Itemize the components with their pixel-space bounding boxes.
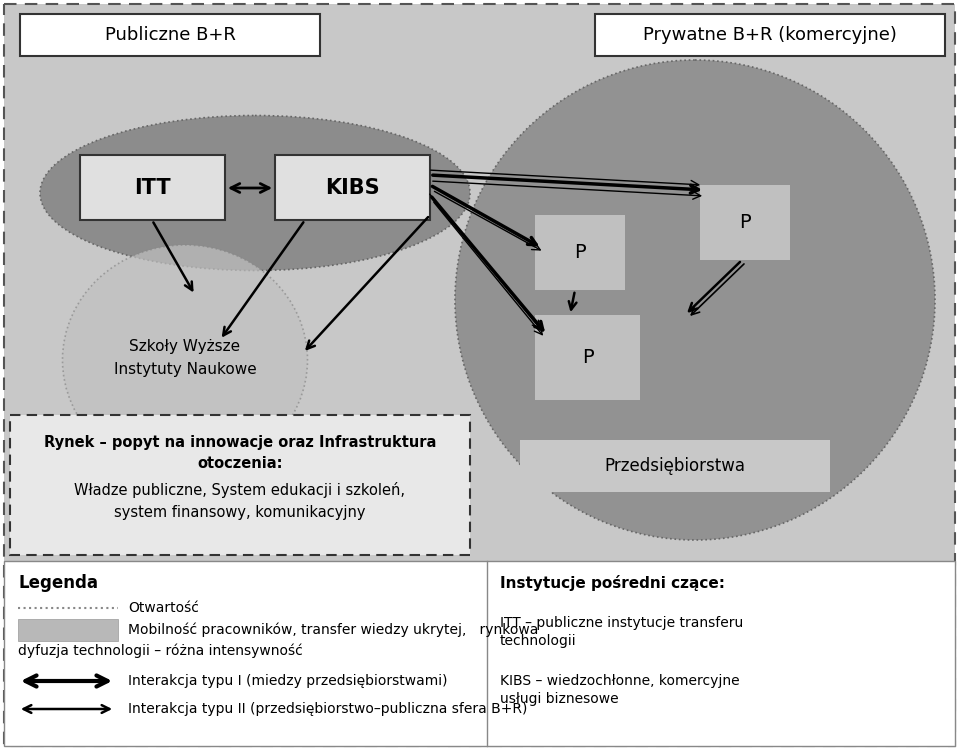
FancyBboxPatch shape bbox=[535, 315, 640, 400]
Text: Władze publiczne, System edukacji i szkoleń,: Władze publiczne, System edukacji i szko… bbox=[75, 482, 406, 498]
FancyBboxPatch shape bbox=[520, 440, 830, 492]
Circle shape bbox=[455, 60, 935, 540]
Text: Interakcja typu II (przedsiębiorstwo–publiczna sfera B+R): Interakcja typu II (przedsiębiorstwo–pub… bbox=[128, 702, 527, 716]
Text: usługi biznesowe: usługi biznesowe bbox=[500, 692, 619, 706]
Text: P: P bbox=[582, 348, 594, 367]
Text: Mobilność pracowników, transfer wiedzy ukrytej,   rynkowa: Mobilność pracowników, transfer wiedzy u… bbox=[128, 622, 538, 638]
Text: Rynek – popyt na innowacje oraz Infrastruktura: Rynek – popyt na innowacje oraz Infrastr… bbox=[44, 436, 436, 451]
FancyBboxPatch shape bbox=[535, 215, 625, 290]
Ellipse shape bbox=[62, 245, 308, 475]
FancyBboxPatch shape bbox=[275, 155, 430, 220]
FancyBboxPatch shape bbox=[700, 185, 790, 260]
FancyBboxPatch shape bbox=[80, 155, 225, 220]
Text: technologii: technologii bbox=[500, 634, 576, 648]
Text: Instytucje pośredni czące:: Instytucje pośredni czące: bbox=[500, 575, 725, 591]
Text: otoczenia:: otoczenia: bbox=[198, 455, 283, 470]
FancyBboxPatch shape bbox=[20, 14, 320, 56]
Text: KIBS – wiedzochłonne, komercyjne: KIBS – wiedzochłonne, komercyjne bbox=[500, 674, 739, 688]
FancyBboxPatch shape bbox=[595, 14, 945, 56]
FancyBboxPatch shape bbox=[4, 4, 955, 746]
Text: Prywatne B+R (komercyjne): Prywatne B+R (komercyjne) bbox=[643, 26, 897, 44]
Text: Otwartość: Otwartość bbox=[128, 601, 199, 615]
Ellipse shape bbox=[40, 116, 470, 271]
Text: dyfuzja technologii – różna intensywność: dyfuzja technologii – różna intensywność bbox=[18, 644, 303, 658]
Text: Szkoły Wyższe
Instytuty Naukowe: Szkoły Wyższe Instytuty Naukowe bbox=[113, 340, 256, 376]
Text: system finansowy, komunikacyjny: system finansowy, komunikacyjny bbox=[114, 505, 365, 520]
Text: Interakcja typu I (miedzy przedsiębiorstwami): Interakcja typu I (miedzy przedsiębiorst… bbox=[128, 674, 448, 688]
FancyBboxPatch shape bbox=[4, 561, 955, 746]
Text: ITT – publiczne instytucje transferu: ITT – publiczne instytucje transferu bbox=[500, 616, 743, 630]
Text: Publiczne B+R: Publiczne B+R bbox=[105, 26, 236, 44]
FancyBboxPatch shape bbox=[18, 619, 118, 641]
Text: P: P bbox=[574, 243, 586, 262]
Text: Przedsiębiorstwa: Przedsiębiorstwa bbox=[604, 457, 745, 475]
Text: Legenda: Legenda bbox=[18, 574, 98, 592]
Text: P: P bbox=[739, 213, 751, 232]
FancyBboxPatch shape bbox=[10, 415, 470, 555]
Text: KIBS: KIBS bbox=[325, 178, 380, 197]
Text: ITT: ITT bbox=[134, 178, 171, 197]
